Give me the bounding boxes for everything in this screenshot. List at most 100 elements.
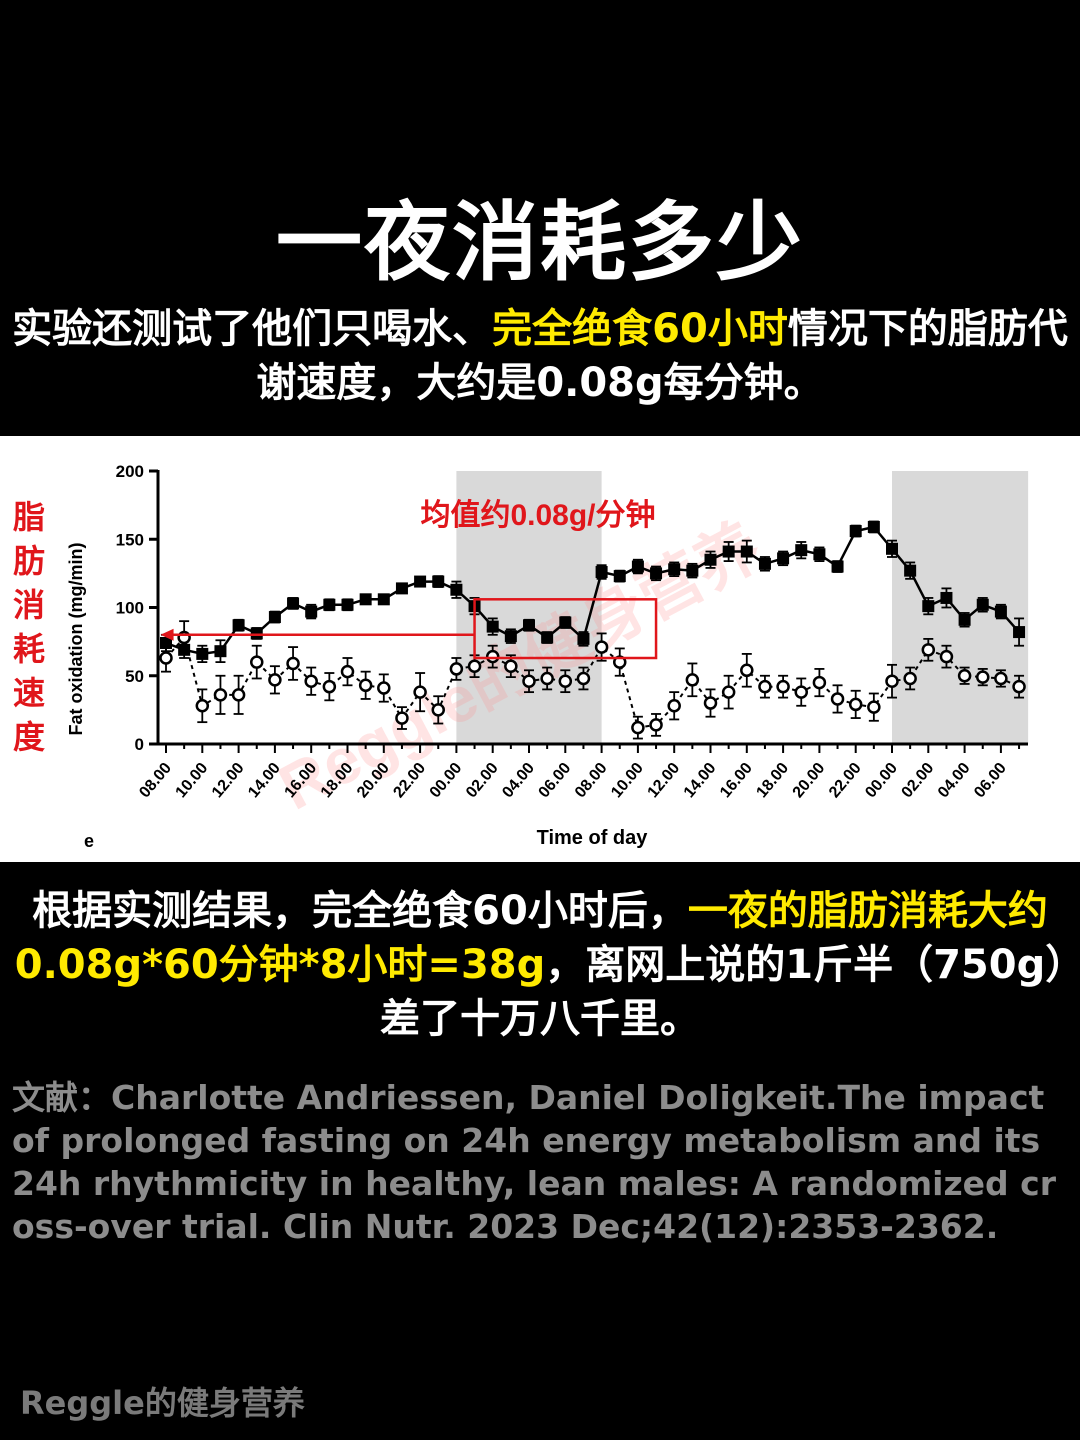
side-label-char: 速 (13, 675, 45, 711)
data-point (904, 564, 917, 577)
data-point (449, 662, 464, 676)
data-point (159, 651, 173, 665)
x-tick-label: 06.00 (971, 760, 1010, 802)
side-label-char: 消 (13, 587, 45, 623)
x-tick-label: 06.00 (536, 760, 575, 802)
x-tick-label: 20.00 (790, 760, 829, 802)
shaded-period-0 (456, 471, 602, 744)
data-point (631, 560, 644, 573)
x-tick-label: 14.00 (681, 760, 720, 802)
data-point (359, 593, 372, 606)
x-tick-label: 08.00 (136, 760, 175, 802)
data-point (304, 674, 318, 688)
data-point (848, 697, 863, 712)
data-point (268, 673, 282, 687)
data-point (957, 669, 972, 683)
x-tick-label: 04.00 (499, 760, 538, 802)
data-point (594, 640, 609, 654)
data-point (377, 681, 391, 695)
data-point (994, 671, 1008, 686)
data-point (703, 696, 718, 710)
data-point (649, 718, 663, 732)
x-tick-label: 12.00 (644, 760, 683, 802)
side-label-char: 脂 (13, 499, 45, 535)
x-tick-label: 00.00 (427, 760, 466, 802)
side-label-char: 耗 (13, 631, 45, 667)
side-label-char: 度 (13, 719, 45, 755)
data-point (1013, 626, 1026, 639)
data-point (1012, 679, 1026, 694)
data-point (976, 598, 989, 611)
data-point (286, 656, 300, 671)
data-point (231, 688, 246, 702)
x-tick-label: 08.00 (572, 760, 611, 802)
data-point (577, 632, 590, 645)
data-point (721, 685, 736, 699)
x-tick-label: 00.00 (862, 760, 901, 802)
data-point (395, 582, 408, 595)
data-point (250, 627, 263, 640)
y-tick-label: 150 (116, 530, 144, 549)
data-point (323, 598, 336, 611)
summary-text-b: ，离网上说的1斤半（750g）差了十万八千里。 (380, 942, 1066, 1042)
data-point (795, 544, 808, 557)
summary-text: 根据实测结果，完全绝食60小时后，一夜的脂肪消耗大约0.08g*60分钟*8小时… (10, 884, 1070, 1046)
data-point (504, 630, 517, 643)
data-point (686, 564, 699, 577)
mean-highlight-box (473, 598, 658, 660)
data-point (377, 593, 390, 606)
data-point (922, 600, 935, 613)
data-point (867, 520, 880, 533)
data-point (849, 525, 862, 538)
chart-panel: Reggle的健身营养 0 50 100 150 200 08.00 10.00 12.00 14… (0, 436, 1080, 862)
data-point (776, 679, 790, 694)
data-point (214, 645, 227, 658)
series-1 (159, 620, 1026, 740)
data-point (939, 649, 954, 664)
series-0 (160, 520, 1026, 664)
data-point (395, 711, 409, 725)
data-point (305, 605, 318, 618)
side-label-char: 肪 (13, 543, 45, 579)
data-point (830, 692, 845, 706)
data-point (358, 678, 373, 693)
data-point (613, 570, 626, 583)
data-point (631, 720, 645, 735)
y-tick-label: 100 (116, 599, 144, 618)
mean-arrow-head (160, 628, 174, 641)
data-point (867, 700, 881, 714)
data-point (340, 664, 355, 679)
data-point (740, 663, 754, 678)
data-point (541, 631, 554, 644)
data-point (523, 619, 535, 632)
data-point (576, 671, 591, 686)
data-point (921, 643, 936, 657)
data-point (196, 647, 209, 660)
x-tick-label: 10.00 (608, 760, 647, 802)
y-tick-label: 50 (125, 667, 144, 686)
data-point (268, 611, 281, 624)
data-point (486, 620, 499, 633)
data-point (886, 542, 898, 555)
panel-letter: e (84, 831, 94, 851)
data-point (831, 560, 844, 573)
data-point (667, 699, 681, 713)
data-point (287, 597, 300, 610)
x-tick-label: 16.00 (717, 760, 756, 802)
data-point (213, 688, 228, 702)
data-point (250, 655, 264, 669)
page-title: 一夜消耗多少 (276, 193, 804, 293)
x-tick-label: 10.00 (173, 760, 212, 802)
data-point (758, 679, 772, 694)
y-tick-label: 200 (116, 462, 144, 481)
data-point (813, 548, 826, 561)
data-point (685, 673, 700, 687)
summary-highlight: 一夜的脂肪消耗大约0.08g*60分钟*8小时=38g (14, 888, 1048, 988)
intro-highlight: 完全绝食60小时 (492, 306, 788, 352)
data-point (341, 598, 354, 611)
data-point (485, 649, 500, 664)
data-point (758, 557, 771, 570)
reference-citation: 文献：Charlotte Andriessen, Daniel Doligkei… (12, 1078, 1056, 1246)
data-point (467, 659, 482, 673)
